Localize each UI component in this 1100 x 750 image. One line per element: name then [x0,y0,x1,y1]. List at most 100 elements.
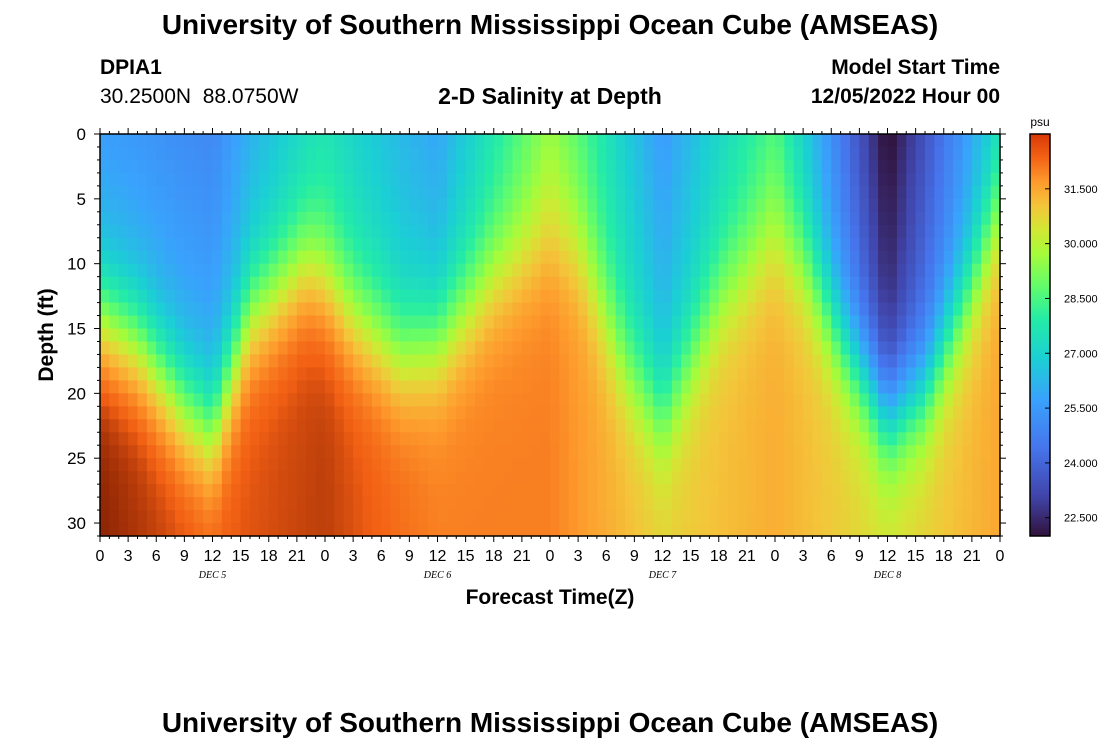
heatmap-cell [887,211,898,226]
heatmap-cell [231,237,242,252]
heatmap-cell [962,185,973,200]
heatmap-cell [493,510,504,524]
heatmap-cell [746,497,757,511]
heatmap-cell [146,134,157,148]
heatmap-cell [109,211,120,226]
heatmap-cell [803,393,814,407]
heatmap-cell [887,471,898,485]
heatmap-cell [850,328,860,343]
heatmap-cell [896,523,907,537]
heatmap-cell [728,159,739,174]
heatmap-cell [690,523,701,537]
heatmap-cell [446,185,457,200]
heatmap-cell [962,276,973,291]
heatmap-cell [128,237,139,252]
heatmap-cell [634,419,645,433]
heatmap-cell [737,458,748,472]
heatmap-cell [953,354,964,369]
heatmap-cell [784,510,795,524]
heatmap-cell [146,185,157,200]
heatmap-cell [850,380,860,394]
heatmap-cell [690,380,701,394]
heatmap-cell [503,250,514,265]
heatmap-cell [250,146,260,161]
heatmap-cell [653,146,664,161]
heatmap-cell [465,354,476,369]
heatmap-cell [184,263,195,278]
heatmap-cell [671,367,682,381]
heatmap-cell [128,302,139,317]
heatmap-cell [868,523,879,537]
heatmap-cell [456,393,467,407]
heatmap-cell [840,250,851,265]
heatmap-cell [943,367,954,381]
heatmap-cell [690,198,701,213]
heatmap-cell [625,523,635,537]
heatmap-cell [906,510,917,524]
heatmap-cell [418,185,429,200]
heatmap-cell [625,211,635,226]
heatmap-cell [465,523,476,537]
heatmap-cell [512,354,523,369]
heatmap-cell [700,211,710,226]
heatmap-cell [287,159,298,174]
heatmap-cell [521,263,532,278]
heatmap-cell [315,134,326,148]
heatmap-cell [400,497,410,511]
heatmap-cell [315,276,326,291]
heatmap-cell [962,510,973,524]
heatmap-cell [925,146,935,161]
heatmap-cell [596,523,607,537]
heatmap-cell [643,159,654,174]
heatmap-cell [887,510,898,524]
heatmap-cell [156,406,167,420]
heatmap-cell [868,224,879,239]
heatmap-cell [137,445,148,459]
x-tick-label: 3 [349,548,358,565]
heatmap-cell [634,315,645,330]
heatmap-cell [859,380,870,394]
heatmap-cell [446,367,457,381]
heatmap-cell [118,393,129,407]
heatmap-cell [840,432,851,446]
heatmap-cell [531,523,542,537]
heatmap-cell [259,419,270,433]
heatmap-cell [662,146,673,161]
heatmap-cell [681,484,692,498]
heatmap-cell [718,250,729,265]
heatmap-cell [240,458,251,472]
heatmap-cell [643,497,654,511]
heatmap-cell [812,341,823,356]
heatmap-cell [803,224,814,239]
heatmap-cell [521,445,532,459]
heatmap-cell [371,172,382,187]
heatmap-cell [662,224,673,239]
heatmap-cell [493,198,504,213]
heatmap-cell [278,276,289,291]
heatmap-cell [343,146,354,161]
heatmap-cell [821,328,832,343]
heatmap-cell [118,380,129,394]
heatmap-cell [803,250,814,265]
heatmap-cell [287,328,298,343]
heatmap-cell [634,172,645,187]
heatmap-cell [484,250,495,265]
heatmap-cell [456,250,467,265]
heatmap-cell [812,276,823,291]
heatmap-cell [728,445,739,459]
heatmap-cell [343,523,354,537]
heatmap-cell [737,510,748,524]
heatmap-cell [128,380,139,394]
heatmap-cell [990,484,1001,498]
x-tick-label: 12 [429,548,447,565]
heatmap-cell [784,198,795,213]
heatmap-cell [793,302,804,317]
heatmap-cell [390,263,401,278]
heatmap-cell [653,380,664,394]
heatmap-cell [934,458,945,472]
heatmap-cell [943,276,954,291]
heatmap-cell [418,250,429,265]
heatmap-cell [540,406,551,420]
heatmap-cell [953,367,964,381]
heatmap-cell [671,393,682,407]
